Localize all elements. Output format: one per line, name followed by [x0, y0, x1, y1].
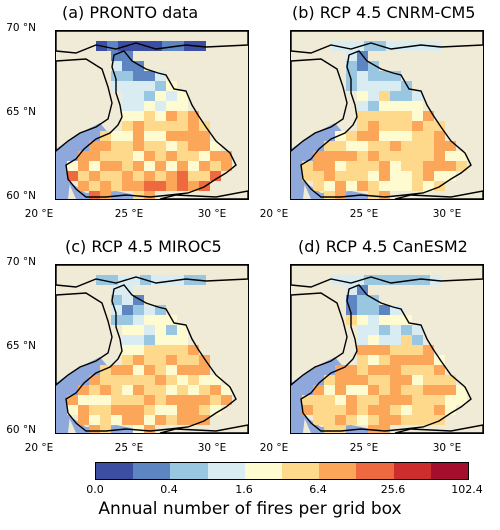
panel-title: (d) RCP 4.5 CanESM2	[298, 237, 468, 256]
colorbar-segment	[96, 463, 134, 479]
panel-title: (c) RCP 4.5 MIROC5	[65, 237, 222, 256]
colorbar-title: Annual number of fires per grid box	[98, 499, 402, 519]
colorbar-tick-label: 25.6	[380, 483, 406, 496]
lon-label-25: 25 °E	[114, 208, 144, 220]
colorbar-segment	[319, 463, 357, 479]
map-area	[290, 30, 484, 200]
colorbar-segment	[207, 463, 245, 479]
panel-title: (b) RCP 4.5 CNRM-CM5	[292, 3, 476, 22]
map-area	[55, 30, 249, 200]
lon-label-20: 20 °E	[259, 442, 289, 454]
colorbar-segment	[393, 463, 431, 479]
lat-label-60: 60 °N	[6, 190, 36, 202]
colorbar	[95, 462, 469, 480]
colorbar-segment	[244, 463, 283, 479]
map-area	[290, 264, 484, 434]
colorbar-tick-label: 6.4	[309, 483, 327, 496]
colorbar-tick-label: 0.0	[86, 483, 104, 496]
finland-map	[56, 265, 248, 433]
lat-label-70: 70 °N	[6, 256, 36, 268]
lon-label-30: 30 °E	[197, 442, 227, 454]
map-area	[55, 264, 249, 434]
colorbar-tick-label: 1.6	[235, 483, 253, 496]
colorbar-segment	[356, 463, 394, 479]
lon-label-30: 30 °E	[197, 208, 227, 220]
finland-map	[291, 265, 483, 433]
lat-label-60: 60 °N	[6, 424, 36, 436]
lat-label-65: 65 °N	[6, 106, 36, 118]
colorbar-segment	[430, 463, 469, 479]
lon-label-25: 25 °E	[114, 442, 144, 454]
finland-map	[56, 31, 248, 199]
colorbar-segment	[282, 463, 320, 479]
lon-label-20: 20 °E	[259, 208, 289, 220]
lon-label-25: 25 °E	[349, 208, 379, 220]
colorbar-segment	[170, 463, 208, 479]
lat-label-65: 65 °N	[6, 340, 36, 352]
panel-title: (a) PRONTO data	[62, 3, 199, 22]
lat-label-70: 70 °N	[6, 22, 36, 34]
colorbar-tick-label: 102.4	[451, 483, 483, 496]
lon-label-25: 25 °E	[349, 442, 379, 454]
lon-label-30: 30 °E	[432, 208, 462, 220]
colorbar-segment	[133, 463, 171, 479]
colorbar-tick-label: 0.4	[160, 483, 178, 496]
lon-label-30: 30 °E	[432, 442, 462, 454]
lon-label-20: 20 °E	[24, 208, 54, 220]
lon-label-20: 20 °E	[24, 442, 54, 454]
finland-map	[291, 31, 483, 199]
